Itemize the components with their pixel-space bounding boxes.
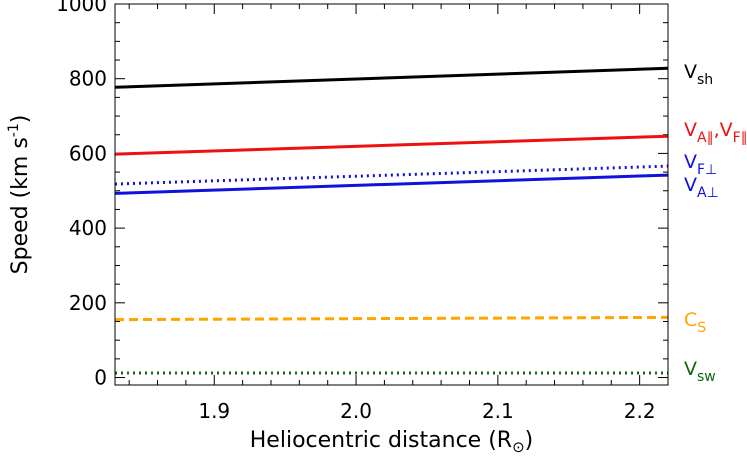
series-line-3 [114,173,669,195]
series-label-2: VF⊥ [684,151,717,178]
y-tick-label: 400 [69,216,107,240]
series-line-2 [114,164,669,186]
series-label-5: Vsw [684,358,716,385]
series-line-0 [114,66,669,89]
series-line-4 [114,315,669,322]
y-tick-label: 800 [69,67,107,91]
x-tick-label: 2.1 [482,399,514,423]
plot-frame [114,3,669,386]
axis-ticks [115,3,669,385]
series-line-1 [114,134,669,156]
series-lines [114,66,669,375]
x-tick-label: 1.9 [198,399,230,423]
y-tick-label: 200 [69,291,107,315]
x-tick-label: 2.2 [624,399,656,423]
y-tick-label: 0 [94,366,107,390]
series-label-1: VA∥,VF∥ [684,119,747,146]
series-label-4: CS [684,309,706,336]
x-axis-label: Heliocentric distance (R⊙) [250,428,533,456]
series-labels: Vsh VA∥,VF∥ VF⊥VA⊥ CS Vsw [684,61,747,385]
series-label-3: VA⊥ [684,174,719,201]
x-tick-label: 2.0 [340,399,372,423]
y-tick-label: 1000 [56,0,107,16]
tick-labels: 1.9 2.0 2.1 2.2 0 200 400 600 800 1000 [56,0,655,423]
y-axis-label: Speed (km s-1) [6,115,33,275]
y-tick-label: 600 [69,141,107,165]
series-label-0: Vsh [684,61,713,88]
